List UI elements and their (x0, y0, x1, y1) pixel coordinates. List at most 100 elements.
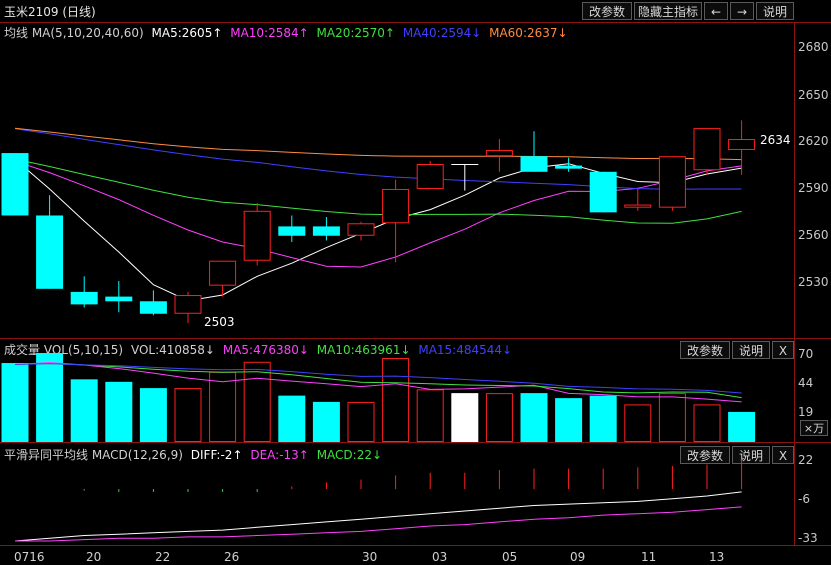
volume-bar (139, 388, 167, 442)
date-tick-label: 0716 (14, 550, 45, 564)
candle-body (105, 296, 133, 302)
moving-average-lines (14, 127, 742, 302)
candle (416, 160, 444, 189)
candle-body (347, 223, 375, 236)
x-axis-line (0, 545, 831, 546)
candlestick-series (1, 120, 756, 324)
candle (347, 221, 375, 241)
diff-value: DIFF:-2↑ (190, 448, 243, 462)
candle (312, 217, 340, 241)
vol-value: VOL:410858↓ (130, 343, 215, 357)
candle (139, 290, 167, 316)
ma5-value: MA5:2605↑ (151, 26, 223, 40)
volume-bar (589, 395, 617, 442)
candle (105, 281, 133, 313)
macd-help-button[interactable]: 说明 (732, 446, 770, 464)
volume-bar (174, 388, 202, 442)
dea-value: DEA:-13↑ (250, 448, 309, 462)
volume-bar (451, 393, 479, 442)
candle-body (693, 128, 721, 171)
candle (36, 195, 64, 289)
dea-line (15, 506, 742, 542)
price-tick-label: 2560 (798, 228, 829, 242)
volume-bar (105, 381, 133, 442)
candle (382, 179, 410, 263)
volume-bar (382, 358, 410, 443)
volume-close-button[interactable]: X (772, 341, 794, 359)
candle-body (139, 301, 167, 314)
candle (589, 171, 617, 213)
volume-help-button[interactable]: 说明 (732, 341, 770, 359)
instrument-title: 玉米2109 (日线) (4, 5, 96, 19)
title-bar: 玉米2109 (日线) 改参数 隐藏主指标 ← → 说明 (0, 0, 831, 22)
volume-bar (243, 361, 271, 442)
candle-body (485, 149, 513, 157)
candle (1, 153, 29, 216)
candle (658, 156, 686, 211)
vol-ma10-value: MA10:463961↓ (316, 343, 411, 357)
volume-bar (416, 389, 444, 442)
candle-body (658, 156, 686, 208)
top-divider (0, 22, 831, 23)
volume-legend-name: 成交量 VOL(5,10,15) (4, 343, 124, 357)
ma20-value: MA20:2570↑ (316, 26, 395, 40)
volume-bar (728, 411, 756, 442)
ma60-value: MA60:2637↓ (489, 26, 568, 40)
macd-value: MACD:22↓ (316, 448, 383, 462)
candle-body (451, 164, 479, 165)
candle (555, 157, 583, 172)
volume-ma-lines (14, 361, 742, 403)
volume-bar (555, 398, 583, 442)
date-tick-label: 22 (155, 550, 171, 564)
price-tick-label: 2590 (798, 181, 829, 195)
hide-main-indicator-button[interactable]: 隐藏主指标 (634, 2, 702, 20)
change-params-button[interactable]: 改参数 (582, 2, 632, 20)
macd-close-button[interactable]: X (772, 446, 794, 464)
date-tick-label: 20 (86, 550, 102, 564)
ma40-line (14, 128, 742, 190)
volume-bar (209, 371, 237, 442)
candle-body (1, 153, 29, 216)
volume-bar (693, 404, 721, 442)
vol-ma5-line (14, 361, 742, 403)
next-arrow-button[interactable]: → (730, 2, 754, 20)
candle-body (416, 164, 444, 189)
macd-legend: 平滑异同平均线 MACD(12,26,9) DIFF:-2↑ DEA:-13↑ … (4, 446, 386, 463)
candle-body (624, 204, 652, 208)
vol-ma5-value: MA5:476380↓ (222, 343, 309, 357)
main-volume-divider (0, 338, 831, 339)
date-tick-label: 11 (641, 550, 657, 564)
candle-body (36, 215, 64, 289)
prev-arrow-button[interactable]: ← (704, 2, 728, 20)
date-tick-label: 09 (570, 550, 586, 564)
ma40-value: MA40:2594↓ (402, 26, 482, 40)
volume-bar (312, 401, 340, 442)
macd-params-button[interactable]: 改参数 (680, 446, 730, 464)
candle-body (243, 210, 271, 261)
volume-tick-label: 70 (798, 347, 814, 361)
y-axis-line (794, 22, 795, 545)
diff-line (14, 491, 742, 542)
volume-bar (1, 363, 29, 442)
candle-body (520, 156, 548, 172)
candle (209, 260, 237, 297)
volume-unit-label[interactable]: ×万 (800, 420, 828, 436)
volume-bar (624, 404, 652, 442)
help-button[interactable]: 说明 (756, 2, 794, 20)
volume-bar (347, 401, 375, 443)
volume-legend: 成交量 VOL(5,10,15) VOL:410858↓ MA5:476380↓… (4, 341, 516, 358)
ma10-line (14, 160, 742, 268)
ma20-line (14, 158, 742, 224)
ma5-line (14, 158, 742, 302)
volume-bars (1, 353, 756, 443)
price-tick-label: 2680 (798, 40, 829, 54)
volume-tick-label: 19 (798, 405, 814, 419)
candle (243, 203, 271, 266)
macd-series (14, 459, 743, 542)
volume-params-button[interactable]: 改参数 (680, 341, 730, 359)
macd-tick-label: -33 (798, 531, 818, 545)
candle (624, 188, 652, 211)
candle (485, 139, 513, 172)
date-tick-label: 30 (362, 550, 378, 564)
